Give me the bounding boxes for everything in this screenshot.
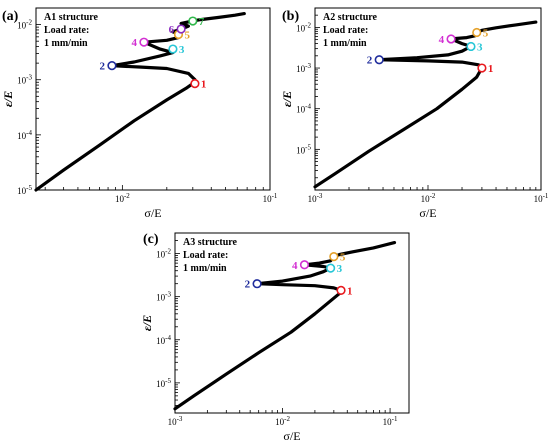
- y-tick-label: 10-4: [17, 129, 32, 141]
- y-tick-label: 10-2: [156, 248, 171, 260]
- chart-panel-3: (c) 10-3 10-2 10-1 10-5 10-4 10-3 10-2 σ/E ε/E 1 2 3…: [140, 232, 410, 443]
- plot-frame: [174, 232, 410, 414]
- data-point-2: [107, 61, 117, 71]
- data-point-label-1: 1: [488, 63, 494, 75]
- annotation-line: Load rate:: [323, 25, 368, 36]
- x-tick-label: 10-1: [383, 415, 398, 427]
- annotation-line: A2 structure: [323, 12, 378, 23]
- data-point-label-2: 2: [245, 279, 251, 291]
- annotation-line: 1 mm/min: [323, 38, 367, 49]
- y-tick-label: 10-5: [17, 184, 32, 196]
- plot-frame: [35, 7, 271, 191]
- data-point-label-2: 2: [367, 55, 373, 67]
- data-point-label-6: 6: [169, 24, 175, 36]
- y-tick-label: 10-4: [156, 334, 171, 346]
- data-point-4: [139, 37, 149, 47]
- y-tick-label: 10-2: [17, 19, 32, 31]
- data-point-label-1: 1: [347, 285, 353, 297]
- y-tick-label: 10-3: [156, 291, 171, 303]
- x-tick-label: 10-2: [275, 415, 290, 427]
- data-point-3: [466, 41, 476, 52]
- y-tick-label: 10-4: [296, 103, 311, 115]
- y-tick-label: 10-3: [296, 62, 311, 74]
- data-point-label-3: 3: [179, 44, 185, 56]
- x-tick-label: 10-3: [168, 415, 183, 427]
- data-point-label-5: 5: [483, 27, 489, 39]
- data-point-label-4: 4: [439, 34, 445, 46]
- data-point-6: [176, 24, 186, 34]
- data-point-7: [188, 16, 198, 26]
- y-tick-label: 10-3: [17, 74, 32, 86]
- y-tick-label: 10-5: [156, 377, 171, 389]
- data-point-label-4: 4: [131, 37, 137, 49]
- data-point-2: [252, 279, 262, 289]
- x-tick-label: 10-1: [263, 192, 278, 204]
- chart-panel-1: (a)10-2 10-110-510-410-310-2σ/Eε/E1234567…: [1, 7, 278, 220]
- data-point-label-2: 2: [99, 61, 105, 73]
- panel-letter: (c): [143, 232, 159, 247]
- y-axis-label: ε/E: [140, 315, 154, 331]
- annotation-line: 1 mm/min: [183, 263, 227, 274]
- data-point-4: [299, 260, 310, 270]
- panel-letter: (b): [282, 9, 299, 24]
- x-axis-label: σ/E: [144, 206, 161, 220]
- y-axis-label: ε/E: [280, 91, 294, 107]
- y-tick-label: 10-2: [296, 21, 311, 33]
- data-point-label-4: 4: [292, 260, 298, 272]
- data-point-label-3: 3: [477, 41, 483, 53]
- x-tick-label: 10-2: [421, 192, 436, 204]
- data-point-3: [326, 263, 336, 273]
- x-axis-label: σ/E: [283, 429, 300, 443]
- data-point-1: [190, 79, 200, 89]
- annotation-line: A1 structure: [44, 12, 99, 23]
- data-point-5: [472, 27, 482, 38]
- data-point-1: [477, 63, 487, 73]
- x-tick-label: 10-2: [115, 192, 130, 204]
- data-point-label-5: 5: [340, 252, 346, 264]
- data-point-label-3: 3: [337, 263, 343, 275]
- annotation-line: Load rate:: [44, 25, 89, 36]
- data-point-label-7: 7: [199, 16, 205, 28]
- chart-panel-2: (b) 10-3 10-2 10-1 10-5 10-4 10-3 10-2 σ/E ε/E 1 2 3…: [280, 7, 549, 220]
- annotation-line: Load rate:: [183, 250, 228, 261]
- data-point-2: [374, 55, 384, 65]
- data-point-1: [336, 285, 346, 295]
- x-tick-label: 10-1: [534, 192, 549, 204]
- x-tick-label: 10-3: [308, 192, 323, 204]
- x-axis-label: σ/E: [419, 206, 436, 220]
- data-point-4: [446, 34, 456, 44]
- data-point-5: [329, 252, 339, 262]
- annotation-line: 1 mm/min: [44, 38, 88, 49]
- panel-letter: (a): [2, 9, 19, 24]
- y-axis-label: ε/E: [1, 91, 15, 107]
- annotation-line: A3 structure: [183, 237, 238, 248]
- y-tick-label: 10-5: [296, 143, 311, 155]
- data-point-3: [168, 44, 178, 54]
- data-point-label-1: 1: [201, 79, 207, 91]
- data-point-label-5: 5: [184, 30, 190, 42]
